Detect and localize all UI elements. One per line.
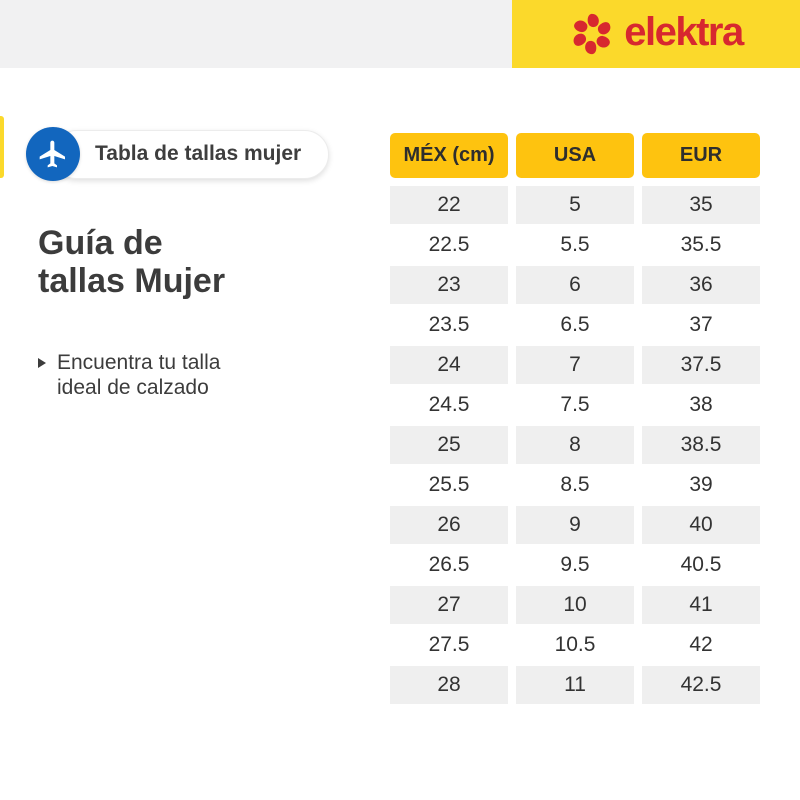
table-cell: 35 xyxy=(642,186,760,226)
table-cell: 25.5 xyxy=(390,466,508,506)
page-title: Guía de tallas Mujer xyxy=(38,224,225,301)
table-row: 22 5 35 xyxy=(390,186,760,226)
table-cell: 9.5 xyxy=(516,546,634,586)
size-table-header: MÉX (cm) USA EUR xyxy=(390,133,760,178)
table-cell: 8 xyxy=(516,426,634,466)
table-row: 22.5 5.5 35.5 xyxy=(390,226,760,266)
table-row: 27.5 10.5 42 xyxy=(390,626,760,666)
table-row: 27 10 41 xyxy=(390,586,760,626)
table-cell: 38.5 xyxy=(642,426,760,466)
table-row: 24.5 7.5 38 xyxy=(390,386,760,426)
table-cell: 42 xyxy=(642,626,760,666)
table-cell: 23 xyxy=(390,266,508,306)
page-title-line2: tallas Mujer xyxy=(38,262,226,301)
brand-header: elektra xyxy=(512,0,800,68)
table-row: 25 8 38.5 xyxy=(390,426,760,466)
table-row: 26 9 40 xyxy=(390,506,760,546)
triangle-bullet-icon xyxy=(38,358,46,368)
table-row: 23 6 36 xyxy=(390,266,760,306)
badge-circle xyxy=(26,127,80,181)
table-cell: 5.5 xyxy=(516,226,634,266)
table-cell: 10 xyxy=(516,586,634,626)
table-cell: 6.5 xyxy=(516,306,634,346)
bullet-item: Encuentra tu talla ideal de calzado xyxy=(38,351,220,400)
brand-wordmark: elektra xyxy=(624,10,744,54)
bullet-text-line2: ideal de calzado xyxy=(57,375,209,399)
badge-pill: Tabla de tallas mujer xyxy=(52,129,330,179)
size-table: MÉX (cm) USA EUR 22 5 35 22.5 5.5 35.5 2… xyxy=(390,133,760,706)
table-cell: 37 xyxy=(642,306,760,346)
badge-label: Tabla de tallas mujer xyxy=(95,142,302,165)
table-cell: 27.5 xyxy=(390,626,508,666)
left-edge-accent xyxy=(0,116,4,178)
table-cell: 25 xyxy=(390,426,508,466)
table-cell: 42.5 xyxy=(642,666,760,706)
table-cell: 24 xyxy=(390,346,508,386)
column-header-eur: EUR xyxy=(642,133,760,178)
table-cell: 41 xyxy=(642,586,760,626)
elektra-pinwheel-icon xyxy=(569,11,615,57)
table-cell: 40 xyxy=(642,506,760,546)
table-cell: 35.5 xyxy=(642,226,760,266)
table-cell: 28 xyxy=(390,666,508,706)
column-header-mex: MÉX (cm) xyxy=(390,133,508,178)
table-cell: 8.5 xyxy=(516,466,634,506)
table-row: 24 7 37.5 xyxy=(390,346,760,386)
table-row: 23.5 6.5 37 xyxy=(390,306,760,346)
table-cell: 7 xyxy=(516,346,634,386)
table-cell: 36 xyxy=(642,266,760,306)
top-bar: elektra xyxy=(0,0,800,68)
column-header-usa: USA xyxy=(516,133,634,178)
top-bar-gray-block xyxy=(0,0,512,68)
table-cell: 26 xyxy=(390,506,508,546)
table-cell: 40.5 xyxy=(642,546,760,586)
table-cell: 10.5 xyxy=(516,626,634,666)
table-cell: 37.5 xyxy=(642,346,760,386)
table-cell: 23.5 xyxy=(390,306,508,346)
table-cell: 22.5 xyxy=(390,226,508,266)
table-cell: 24.5 xyxy=(390,386,508,426)
table-cell: 39 xyxy=(642,466,760,506)
page-title-line1: Guía de xyxy=(38,224,163,262)
table-cell: 7.5 xyxy=(516,386,634,426)
bullet-text: Encuentra tu talla ideal de calzado xyxy=(57,351,220,400)
airplane-icon xyxy=(37,138,69,170)
table-cell: 5 xyxy=(516,186,634,226)
table-row: 25.5 8.5 39 xyxy=(390,466,760,506)
table-cell: 38 xyxy=(642,386,760,426)
bullet-text-line1: Encuentra tu talla xyxy=(57,351,221,374)
size-chart-badge: Tabla de tallas mujer xyxy=(26,127,330,181)
table-cell: 27 xyxy=(390,586,508,626)
table-row: 26.5 9.5 40.5 xyxy=(390,546,760,586)
table-cell: 9 xyxy=(516,506,634,546)
size-table-body: 22 5 35 22.5 5.5 35.5 23 6 36 23.5 6.5 3… xyxy=(390,186,760,706)
table-cell: 6 xyxy=(516,266,634,306)
table-row: 28 11 42.5 xyxy=(390,666,760,706)
table-cell: 26.5 xyxy=(390,546,508,586)
table-cell: 22 xyxy=(390,186,508,226)
table-cell: 11 xyxy=(516,666,634,706)
